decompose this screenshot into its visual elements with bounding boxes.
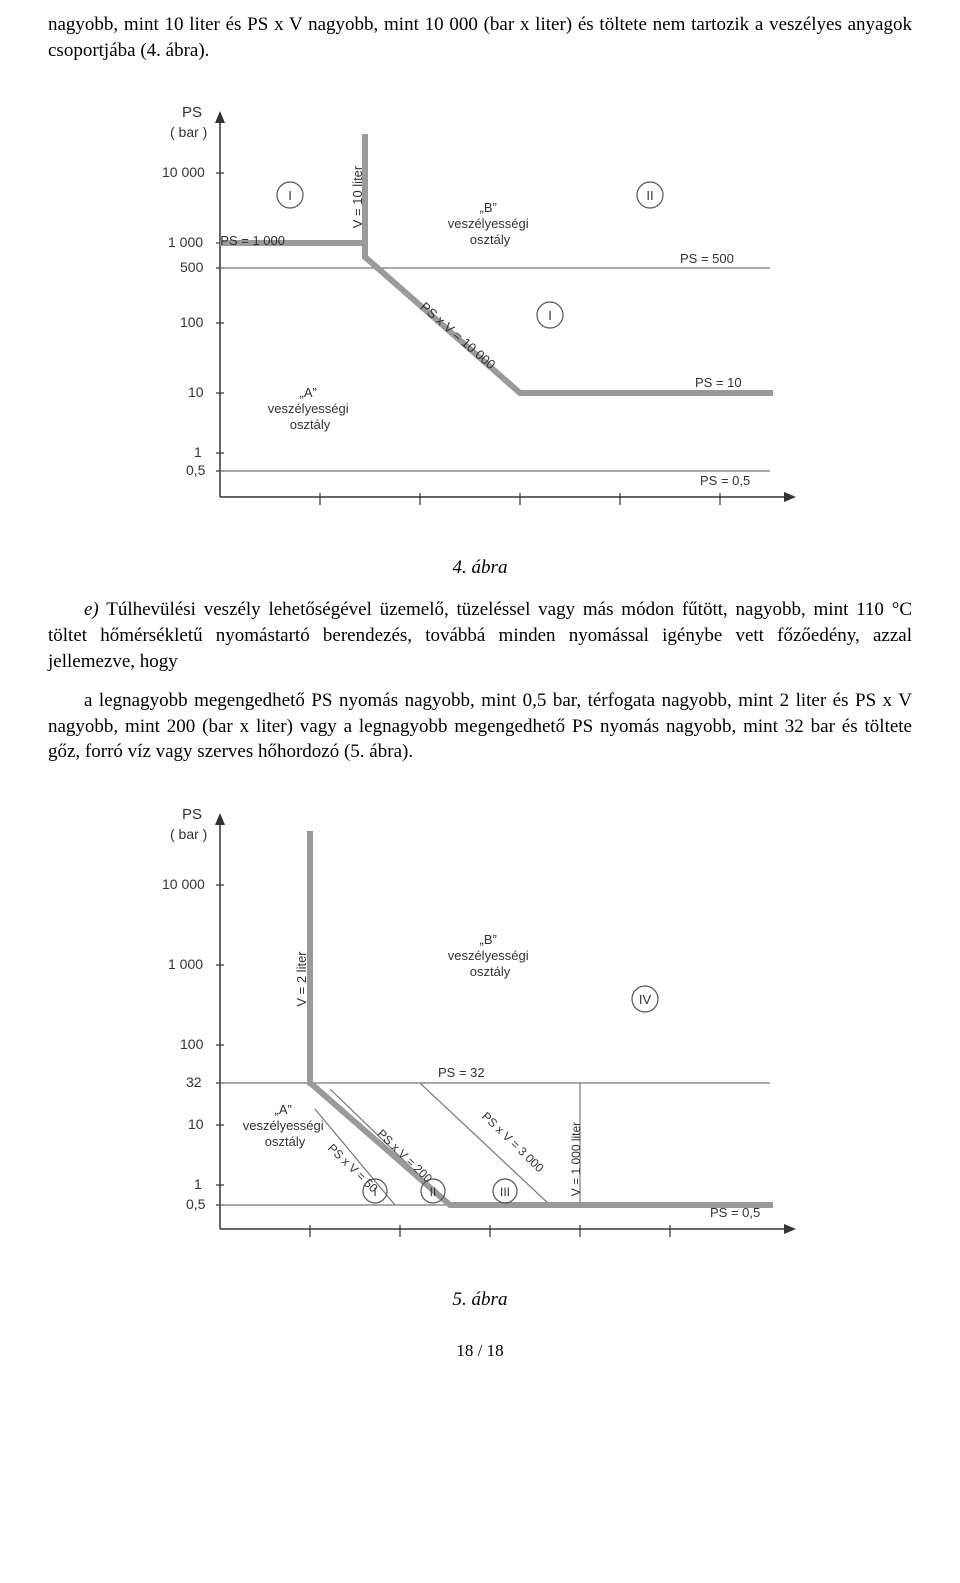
region-ii: II bbox=[430, 1185, 437, 1199]
label-psxv3000: PS x V = 3 000 bbox=[479, 1109, 547, 1175]
region-iv: IV bbox=[639, 992, 652, 1007]
axis-label: PS bbox=[182, 806, 202, 823]
figure-4-caption: 4. ábra bbox=[48, 557, 912, 579]
class-a-label: „A” veszélyességi osztály bbox=[268, 385, 353, 432]
region-i-mid: I bbox=[548, 308, 552, 323]
label-v10: V = 10 liter bbox=[350, 165, 365, 228]
region-ii: II bbox=[646, 188, 653, 203]
ytick: 10 bbox=[188, 1116, 204, 1132]
ytick: 10 bbox=[188, 384, 204, 400]
class-b-label: „B” veszélyességi osztály bbox=[448, 200, 533, 247]
label-ps500: PS = 500 bbox=[680, 251, 734, 266]
label-psxv200: PS x V = 200 bbox=[375, 1127, 436, 1186]
label-ps1000: PS = 1 000 bbox=[220, 233, 285, 248]
label-v1000: V = 1 000 liter bbox=[569, 1122, 583, 1196]
figure-5: PS ( bar ) 10 000 1 000 100 32 10 1 0,5 bbox=[48, 779, 912, 1279]
ytick: 1 000 bbox=[168, 956, 203, 972]
axis-unit: ( bar ) bbox=[170, 826, 207, 842]
label-ps05: PS = 0,5 bbox=[700, 473, 750, 488]
ytick: 100 bbox=[180, 1036, 204, 1052]
paragraph-e2: a legnagyobb megengedhető PS nyomás nagy… bbox=[48, 688, 912, 765]
ytick: 10 000 bbox=[162, 876, 205, 892]
class-a-5: „A” veszélyességi osztály bbox=[243, 1102, 328, 1149]
class-b-5: „B” veszélyességi osztály bbox=[448, 932, 533, 979]
region-i: I bbox=[373, 1185, 376, 1199]
ytick: 100 bbox=[180, 314, 204, 330]
ytick: 10 000 bbox=[162, 164, 205, 180]
ytick: 32 bbox=[186, 1074, 202, 1090]
label-ps32: PS = 32 bbox=[438, 1065, 485, 1080]
axis-unit: ( bar ) bbox=[170, 124, 207, 140]
ytick: 0,5 bbox=[186, 1196, 206, 1212]
paragraph-top: nagyobb, mint 10 liter és PS x V nagyobb… bbox=[48, 12, 912, 63]
figure-4: PS ( bar ) 10 000 1 000 500 100 10 1 0,5 bbox=[48, 77, 912, 547]
item-lead: e) bbox=[84, 599, 99, 620]
label-v2: V = 2 liter bbox=[294, 951, 309, 1007]
ytick: 1 bbox=[194, 1176, 202, 1192]
item-body-2: a legnagyobb megengedhető PS nyomás nagy… bbox=[48, 690, 912, 762]
page-number: 18 / 18 bbox=[48, 1341, 912, 1361]
paragraph-e: e) Túlhevülési veszély lehetőségével üze… bbox=[48, 597, 912, 674]
ytick: 1 000 bbox=[168, 234, 203, 250]
ytick: 0,5 bbox=[186, 462, 206, 478]
label-psxv: PS x V = 10 000 bbox=[417, 299, 498, 372]
region-i-left: I bbox=[288, 188, 292, 203]
label-ps10: PS = 10 bbox=[695, 375, 742, 390]
ytick: 1 bbox=[194, 444, 202, 460]
ytick: 500 bbox=[180, 259, 204, 275]
item-body: Túlhevülési veszély lehetőségével üzemel… bbox=[48, 599, 912, 671]
figure-5-caption: 5. ábra bbox=[48, 1289, 912, 1311]
region-iii: III bbox=[500, 1185, 510, 1199]
axis-label: PS bbox=[182, 104, 202, 121]
